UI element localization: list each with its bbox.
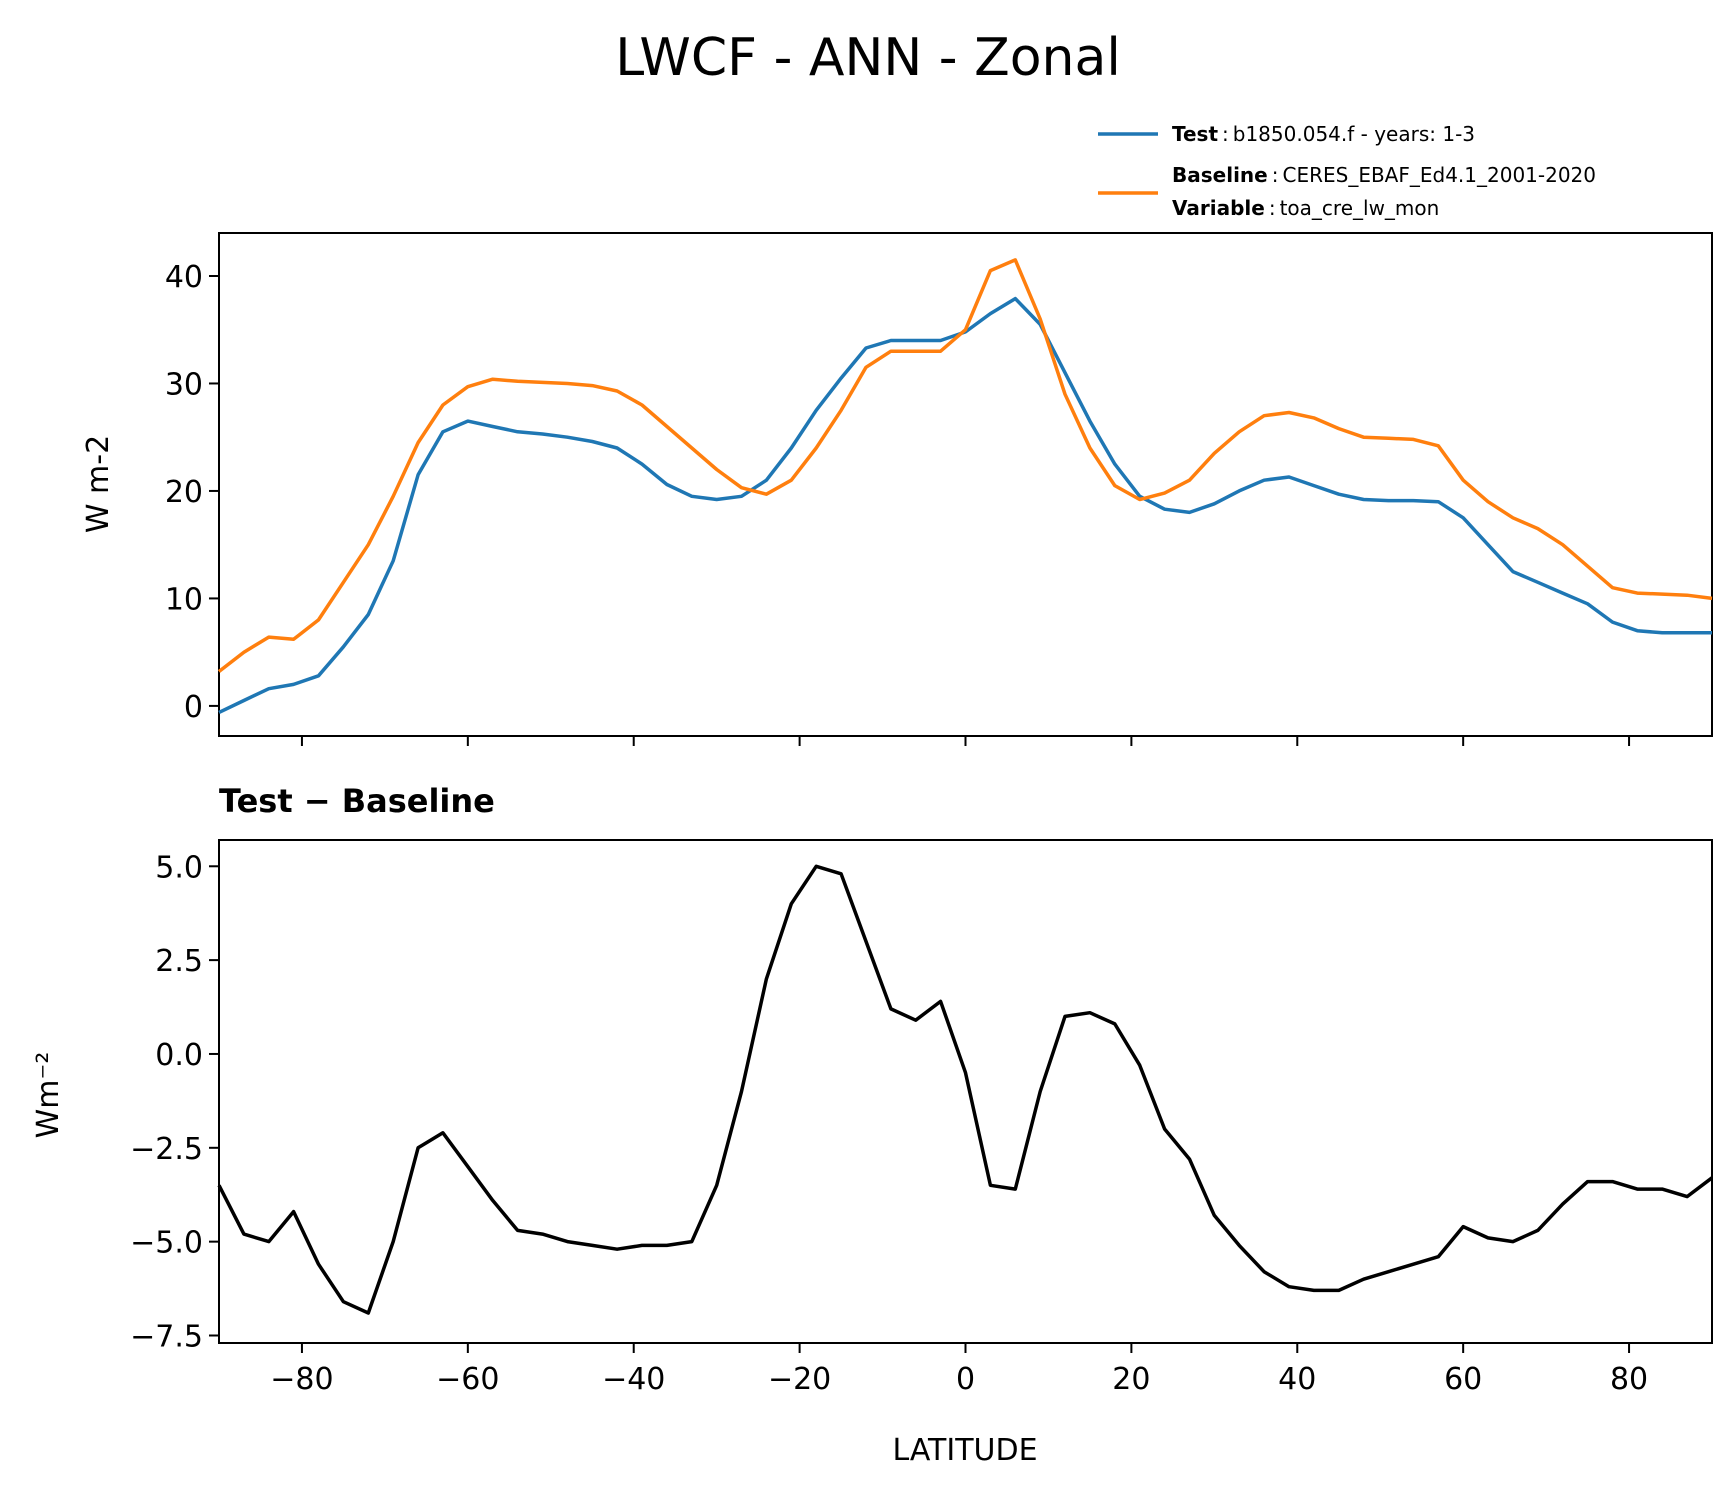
bottom-panel: Test − Baseline 5.0 2.5 0.0 −2.5 −5.0 −7.5 −80…: [31, 782, 1714, 1468]
bottom-y-tick-label: 5.0: [155, 850, 203, 885]
bottom-ticks: 5.0 2.5 0.0 −2.5 −5.0 −7.5 −80 −60 −40 −20 0 20 40 60…: [130, 850, 1648, 1397]
x-tick-label: −80: [270, 1362, 333, 1397]
difference-title: Test − Baseline: [219, 782, 495, 820]
series-line-test-baseline: [217, 864, 1714, 1315]
legend-variable-key: Variable: [1172, 196, 1265, 220]
legend-test-value: b1850.054.f - years: 1-3: [1233, 122, 1475, 146]
top-y-axis-label: W m-2: [81, 435, 116, 533]
top-lines: [217, 258, 1713, 714]
top-y-tick-label: 10: [165, 582, 203, 617]
legend-variable-sep: :: [1269, 196, 1276, 220]
legend-test-key: Test: [1172, 122, 1218, 146]
top-panel: 0 10 20 30 40 W m-2: [81, 232, 1713, 746]
top-y-tick-label: 0: [184, 690, 203, 725]
figure-title: LWCF - ANN - Zonal: [615, 28, 1121, 88]
x-tick-label: 40: [1278, 1362, 1316, 1397]
x-tick-label: 60: [1444, 1362, 1482, 1397]
bottom-y-tick-label: −5.0: [130, 1226, 203, 1261]
legend-test-entry: Test: b1850.054.f - years: 1-3: [1172, 122, 1475, 146]
top-ticks: 0 10 20 30 40: [165, 260, 1631, 746]
x-tick-label: −20: [768, 1362, 831, 1397]
series-line-baseline: [217, 258, 1713, 673]
x-axis-label: LATITUDE: [892, 1433, 1037, 1468]
x-tick-label: 80: [1610, 1362, 1648, 1397]
top-y-tick-label: 20: [165, 475, 203, 510]
x-tick-label: −40: [602, 1362, 665, 1397]
bottom-lines: [217, 864, 1714, 1315]
series-line-test: [218, 296, 1712, 714]
x-tick-label: 20: [1112, 1362, 1150, 1397]
bottom-y-tick-label: −7.5: [130, 1319, 203, 1354]
top-y-tick-label: 30: [165, 367, 203, 402]
legend-variable-entry: Variable: toa_cre_lw_mon: [1172, 196, 1439, 220]
bottom-y-tick-label: −2.5: [130, 1132, 203, 1167]
legend-variable-value: toa_cre_lw_mon: [1280, 196, 1440, 220]
legend-baseline-value: CERES_EBAF_Ed4.1_2001-2020: [1282, 163, 1596, 187]
top-y-tick-label: 40: [165, 260, 203, 295]
x-tick-label: −60: [436, 1362, 499, 1397]
legend-baseline-key: Baseline: [1172, 163, 1268, 187]
legend-test-sep: :: [1222, 122, 1229, 146]
bottom-plot-frame: [218, 839, 1713, 1344]
legend-baseline-entry: Baseline: CERES_EBAF_Ed4.1_2001-2020: [1172, 163, 1596, 187]
bottom-y-tick-label: 2.5: [155, 944, 203, 979]
legend: Test: b1850.054.f - years: 1-3 Baseline: C…: [1098, 122, 1596, 220]
x-tick-label: 0: [956, 1362, 975, 1397]
bottom-y-tick-label: 0.0: [155, 1038, 203, 1073]
bottom-y-axis-label: Wm⁻²: [31, 1052, 66, 1139]
top-plot-frame: [218, 232, 1713, 737]
legend-baseline-sep: :: [1272, 163, 1279, 187]
